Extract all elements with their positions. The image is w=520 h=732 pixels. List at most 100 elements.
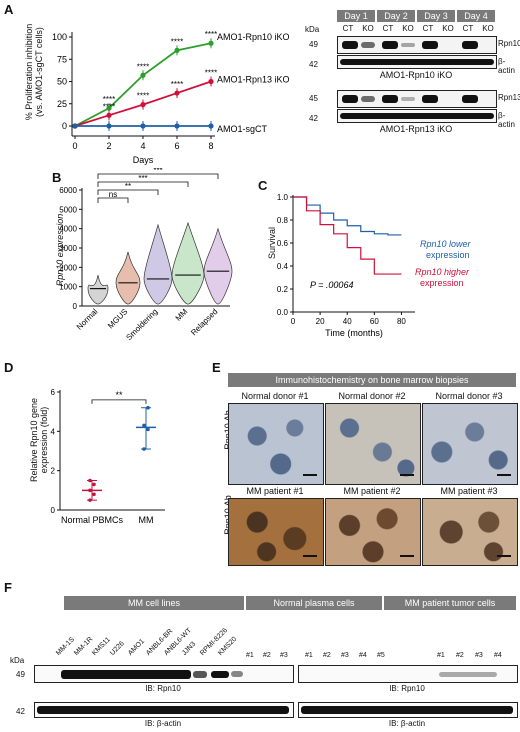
actin-label-1: β-actin — [498, 57, 515, 75]
xtick-label-a: 0 — [72, 141, 77, 151]
sig-star: **** — [171, 80, 183, 89]
data-point — [106, 112, 112, 118]
group-normal-plasma: Normal plasma cells — [246, 596, 382, 610]
sig-star: **** — [137, 62, 149, 71]
panel-letter-c: C — [258, 178, 268, 193]
survival-chart: 0.0 0.2 0.4 0.6 0.8 1.0 0 20 40 60 80 Time (months)… — [277, 193, 472, 338]
ib-rpn10-right: IB: Rpn10 — [389, 684, 425, 693]
ytick-label-b: 6000 — [59, 186, 77, 195]
lane-label-normal: #2 — [323, 652, 331, 659]
ylabel-d: Relative Rpn10 gene expression (fold) — [29, 385, 49, 495]
ihc-image-normal-1 — [228, 403, 324, 485]
data-point-d — [88, 478, 92, 483]
lane-label-patient: #3 — [475, 652, 483, 659]
rpn10-blot-f-right — [298, 665, 518, 683]
ihc-header: Immunohistochemistry on bone marrow biop… — [228, 373, 516, 387]
ylabel-c: Survival — [267, 227, 277, 260]
ihc-image-mm-1 — [228, 498, 324, 566]
mw-45: 45 — [309, 94, 318, 103]
ylabel-d-line2: expression (fold) — [39, 406, 49, 474]
kda-label-f: kDa — [10, 656, 25, 665]
violin-1 — [115, 251, 141, 305]
xtick-label-c: 80 — [397, 317, 406, 326]
low-label-2: expression — [426, 250, 470, 260]
actin-blot-f-left — [34, 702, 294, 718]
lane-label-a: KO — [402, 24, 414, 33]
ylabel-a: % Proliferation inhibition (vs. AMO1-sgC… — [24, 12, 44, 132]
xtick-label-a: 8 — [208, 141, 213, 151]
actin-blot-f-right — [298, 702, 518, 718]
ylabel-a-line1: % Proliferation inhibition — [24, 23, 34, 121]
ihc-label-normal-2: Normal donor #2 — [338, 391, 406, 401]
ihc-label-normal-1: Normal donor #1 — [241, 391, 309, 401]
group-mm-cell-lines: MM cell lines — [64, 596, 244, 610]
group-patient-tumor: MM patient tumor cells — [384, 596, 516, 610]
sig-bracket-b — [97, 197, 129, 203]
xtick-label-c: 0 — [291, 317, 296, 326]
lane-label-a: KO — [482, 24, 494, 33]
group-label-b: Smoldering — [124, 307, 159, 342]
ytick-label-c: 0.2 — [277, 285, 289, 294]
rpn13-label: Rpn13 — [498, 93, 520, 102]
group-label-d: MM — [139, 515, 154, 525]
data-point-d — [88, 498, 92, 502]
sig-star: **** — [205, 69, 217, 78]
mw-42b: 42 — [309, 114, 318, 123]
sig-bracket-b — [97, 181, 189, 187]
lane-label-patient: #4 — [494, 652, 502, 659]
violin-3 — [171, 221, 205, 305]
lane-label-patient: #1 — [437, 652, 445, 659]
sig-star: **** — [137, 92, 149, 101]
blot-a-area: Day 1 Day 2 Day 3 Day 4 kDa CT KO CT KO CT KO… — [305, 10, 520, 170]
ihc-label-mm-3: MM patient #3 — [440, 486, 498, 496]
ihc-image-mm-2 — [325, 498, 421, 566]
actin-blot-2 — [337, 109, 497, 123]
sig-bracket-b — [97, 173, 219, 179]
xtick-label-c: 40 — [343, 317, 352, 326]
violin-2 — [143, 223, 173, 305]
lane-label-cell-line: U226 — [109, 640, 126, 657]
panel-letter-b: B — [52, 170, 62, 185]
sig-label-d: ** — [115, 390, 123, 400]
lane-label-normal: #2 — [263, 652, 271, 659]
data-point — [174, 47, 180, 53]
data-point-d — [142, 447, 146, 451]
ihc-label-mm-1: MM patient #1 — [246, 486, 304, 496]
low-label-1: Rpn10 lower — [420, 239, 472, 249]
ytick-label-c: 0.8 — [277, 216, 289, 225]
rpn10-label: Rpn10 — [498, 39, 520, 48]
ytick-label-b: 2000 — [59, 263, 77, 272]
data-point-d — [146, 427, 150, 432]
violin-0 — [87, 274, 109, 305]
sig-bracket-d — [91, 399, 147, 404]
ihc-image-normal-2 — [325, 403, 421, 485]
lane-label-cell-line: JJN3 — [181, 640, 198, 657]
actin-label-2: β-actin — [498, 111, 515, 129]
high-label-2: expression — [420, 278, 464, 288]
panel-letter-e: E — [212, 360, 221, 375]
data-point-d — [142, 423, 146, 428]
ytick-label-a: 0 — [62, 121, 67, 131]
sig-label-b: *** — [138, 174, 147, 183]
day-4-header: Day 4 — [457, 10, 495, 22]
data-point — [140, 102, 146, 108]
ihc-label-normal-3: Normal donor #3 — [435, 391, 503, 401]
ytick-label-d: 0 — [51, 506, 56, 515]
ytick-label-c: 0.4 — [277, 262, 289, 271]
lane-label-patient: #2 — [456, 652, 464, 659]
lane-label-normal: #3 — [341, 652, 349, 659]
data-point — [106, 105, 112, 111]
ylabel-b: Rpn10 expression — [55, 213, 65, 287]
day-3-header: Day 3 — [417, 10, 455, 22]
data-point — [208, 78, 214, 85]
lane-label-a: KO — [442, 24, 454, 33]
lane-label-a: CT — [462, 24, 474, 33]
xtick-label-a: 4 — [140, 141, 145, 151]
xlabel-a: Days — [133, 155, 154, 165]
ihc-image-mm-3 — [422, 498, 518, 566]
data-point-d — [88, 488, 92, 493]
ytick-label-a: 100 — [52, 32, 67, 42]
violin-chart: 0 1000 2000 3000 4000 5000 6000 Normal MGUSSmold… — [59, 168, 233, 342]
data-point-d — [92, 482, 96, 487]
lane-label-cell-line: KMS11 — [91, 636, 112, 657]
